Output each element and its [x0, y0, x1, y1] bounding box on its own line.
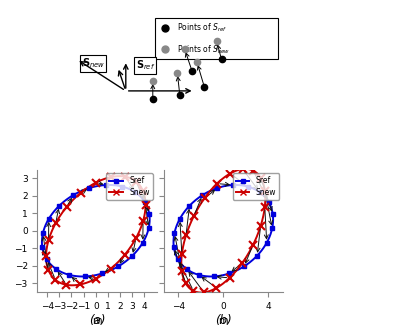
- Text: $\mathbf{S}_{new}$: $\mathbf{S}_{new}$: [82, 56, 105, 70]
- X-axis label: m: m: [218, 316, 228, 326]
- Text: $\mathbf{S}_{ref}$: $\mathbf{S}_{ref}$: [136, 58, 155, 72]
- Text: (b): (b): [215, 314, 232, 327]
- X-axis label: m: m: [92, 316, 102, 326]
- Text: Points of $S_{new}$: Points of $S_{new}$: [177, 43, 230, 56]
- Text: (a): (a): [89, 314, 105, 327]
- Legend: Sref, Snew: Sref, Snew: [106, 174, 153, 200]
- Legend: Sref, Snew: Sref, Snew: [233, 174, 279, 200]
- Text: Points of $S_{ref}$: Points of $S_{ref}$: [177, 21, 228, 34]
- FancyBboxPatch shape: [155, 18, 278, 59]
